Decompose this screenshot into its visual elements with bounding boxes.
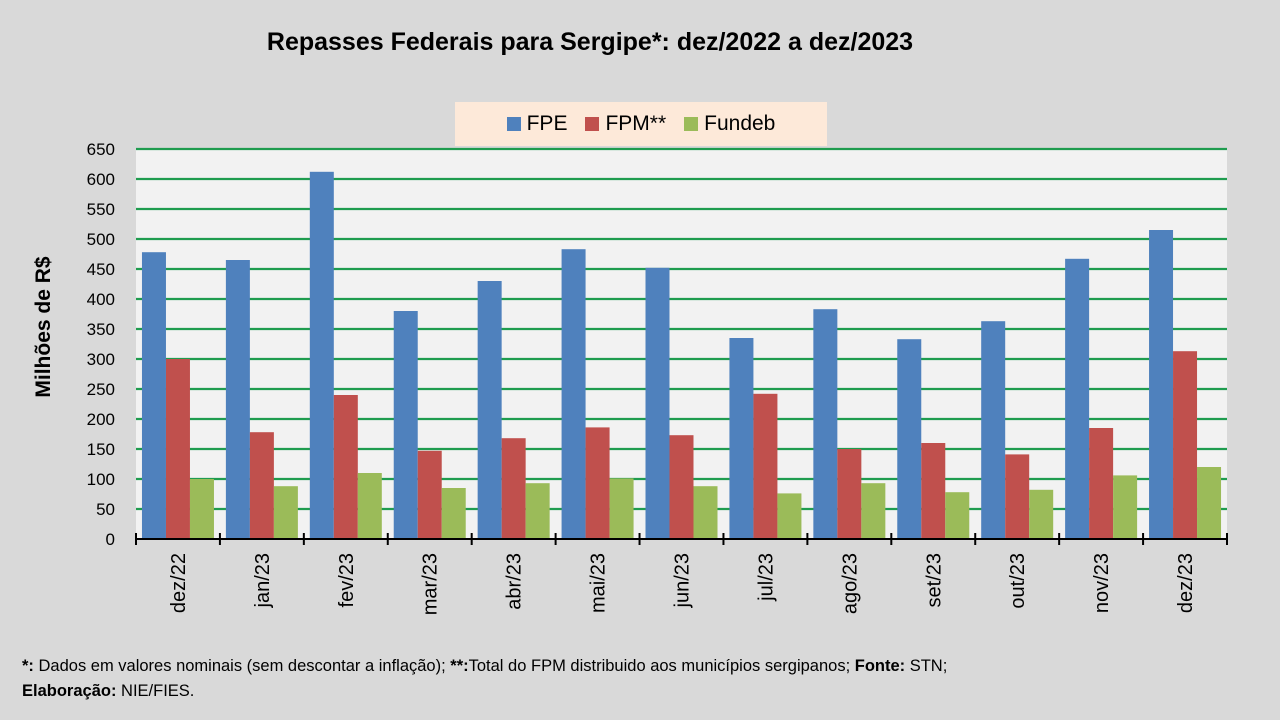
footnote: *: Dados em valores nominais (sem descon… [4, 646, 1276, 716]
bar-fundeb-dez-23 [1197, 467, 1222, 539]
bar-fundeb-nov-23 [1113, 475, 1138, 539]
legend-label-fpe: FPE [526, 112, 568, 135]
legend-swatch-fpm [585, 117, 600, 131]
chart-area: Repasses Federais para Sergipe*: dez/202… [32, 28, 1228, 616]
bar-fpm-dez-23 [1173, 351, 1198, 539]
bar-fpe-jan-23 [225, 260, 250, 539]
bar-fpe-out-23 [981, 321, 1006, 539]
legend-label-fundeb: Fundeb [704, 112, 776, 135]
x-tick-label: fev/23 [336, 553, 358, 607]
x-tick-label: nov/23 [1091, 553, 1113, 613]
bar-fpm-jan-23 [249, 432, 274, 539]
bar-fundeb-mar-23 [441, 488, 466, 539]
bar-fpe-fev-23 [309, 171, 334, 540]
x-tick-label: jul/23 [755, 553, 777, 602]
bar-fpe-jul-23 [729, 338, 754, 539]
author-label: Elaboração: [22, 682, 117, 700]
bar-fundeb-fev-23 [357, 473, 382, 539]
source-text: STN; [905, 657, 948, 675]
bar-fundeb-ago-23 [861, 483, 886, 539]
bar-fpe-dez-23 [1149, 230, 1174, 539]
bar-fpe-set-23 [897, 339, 922, 539]
y-tick-label: 600 [87, 170, 115, 189]
bar-fundeb-set-23 [945, 492, 970, 539]
bar-fpm-ago-23 [837, 449, 862, 539]
x-tick-label: dez/23 [1175, 553, 1197, 613]
bar-fundeb-abr-23 [525, 483, 550, 539]
bar-fpe-nov-23 [1065, 258, 1090, 539]
bar-fpm-out-23 [1005, 454, 1030, 539]
bar-fpe-mar-23 [393, 311, 418, 539]
bar-fpe-mai-23 [561, 249, 586, 539]
x-tick-label: mar/23 [420, 553, 442, 615]
legend-label-fpm: FPM** [605, 112, 667, 135]
bar-fundeb-out-23 [1029, 489, 1054, 539]
y-tick-label: 350 [87, 320, 115, 339]
x-tick-label: mai/23 [588, 553, 610, 613]
bar-fpe-jun-23 [645, 267, 670, 539]
x-tick-label: out/23 [1007, 553, 1029, 609]
source-label: Fonte: [854, 657, 906, 675]
y-tick-label: 250 [87, 380, 115, 399]
legend-swatch-fundeb [684, 117, 699, 131]
y-tick-label: 50 [96, 500, 115, 519]
bar-fpm-dez-22 [165, 359, 190, 539]
y-tick-label: 300 [87, 350, 115, 369]
x-tick-label: ago/23 [839, 553, 861, 614]
legend-item-fpe: FPE [506, 112, 568, 136]
plot-svg: 0 50 100 150 200 250 300 350 400 450 500 550 600 650 d… [87, 140, 1228, 615]
bar-fpm-fev-23 [333, 395, 358, 539]
legend-swatch-fpe [506, 117, 521, 131]
y-tick-label: 450 [87, 260, 115, 279]
x-tick-label: jun/23 [672, 553, 694, 609]
y-tick-label: 100 [87, 470, 115, 489]
bar-fpe-abr-23 [477, 281, 502, 539]
legend-item-fpm: FPM** [585, 112, 666, 136]
bar-fundeb-mai-23 [609, 478, 634, 539]
footnote-2-mark: **: [450, 657, 469, 675]
bar-fundeb-jan-23 [273, 486, 298, 539]
x-tick-label: dez/22 [168, 553, 190, 613]
y-tick-label: 400 [87, 290, 115, 309]
y-tick-label: 200 [87, 410, 115, 429]
y-tick-label: 650 [87, 140, 115, 159]
y-tick-label: 500 [87, 230, 115, 249]
bar-fpm-set-23 [921, 443, 946, 539]
bar-fpm-mai-23 [585, 427, 610, 539]
bar-fpm-nov-23 [1089, 428, 1114, 539]
legend-item-fundeb: Fundeb [684, 112, 775, 136]
bar-fundeb-jul-23 [777, 493, 802, 539]
x-tick-label: jan/23 [252, 553, 274, 609]
footnote-1-text: Dados em valores nominais (sem descontar… [33, 657, 451, 675]
bar-fpe-dez-22 [141, 252, 166, 539]
bar-fpm-mar-23 [417, 450, 442, 539]
footnote-1-mark: *: [22, 657, 34, 675]
author-text: NIE/FIES. [116, 682, 195, 700]
y-tick-label: 0 [106, 530, 115, 549]
bar-fpm-jul-23 [753, 393, 778, 539]
footnote-2-text: Total do FPM distribuido aos municípios … [468, 657, 855, 675]
bar-fpm-abr-23 [501, 438, 526, 539]
chart-legend: FPE FPM** Fundeb [455, 102, 827, 146]
y-tick-label: 150 [87, 440, 115, 459]
bar-fundeb-dez-22 [189, 479, 214, 539]
x-tick-label: abr/23 [504, 553, 526, 610]
y-tick-label: 550 [87, 200, 115, 219]
bar-fundeb-jun-23 [693, 486, 718, 539]
bar-fpm-jun-23 [669, 435, 694, 539]
chart-title: Repasses Federais para Sergipe*: dez/202… [266, 28, 914, 56]
bar-fpe-ago-23 [813, 309, 838, 539]
x-tick-label: set/23 [923, 553, 945, 607]
